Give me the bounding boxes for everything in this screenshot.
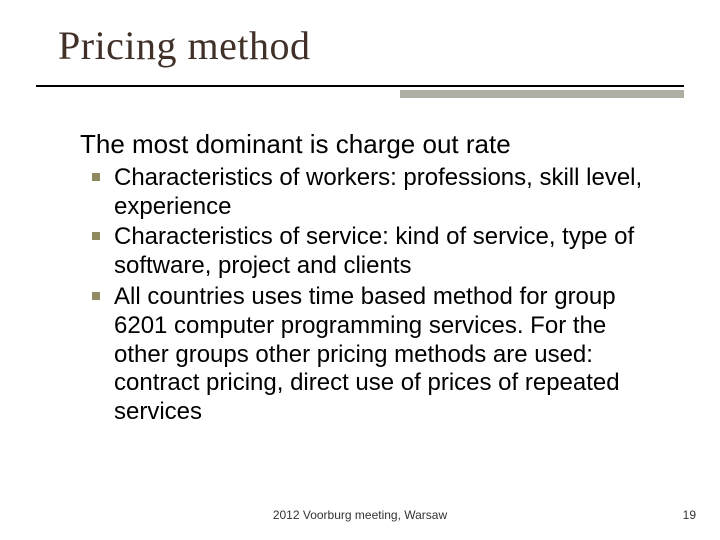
body-area: The most dominant is charge out rate Cha… bbox=[80, 130, 660, 429]
list-item: Characteristics of service: kind of serv… bbox=[80, 223, 660, 281]
slide: Pricing method The most dominant is char… bbox=[0, 0, 720, 540]
page-number: 19 bbox=[683, 508, 696, 522]
footer-text: 2012 Voorburg meeting, Warsaw bbox=[0, 508, 720, 522]
title-underline bbox=[36, 85, 684, 87]
slide-title: Pricing method bbox=[58, 22, 311, 69]
list-item: Characteristics of workers: professions,… bbox=[80, 164, 660, 222]
bullet-marker-icon bbox=[92, 173, 100, 181]
bullet-text: Characteristics of service: kind of serv… bbox=[114, 223, 634, 279]
bullet-marker-icon bbox=[92, 232, 100, 240]
bullet-text: All countries uses time based method for… bbox=[114, 283, 620, 425]
bullet-marker-icon bbox=[92, 292, 100, 300]
lead-text: The most dominant is charge out rate bbox=[80, 130, 660, 160]
bullet-text: Characteristics of workers: professions,… bbox=[114, 164, 642, 220]
list-item: All countries uses time based method for… bbox=[80, 283, 660, 427]
bullet-list: Characteristics of workers: professions,… bbox=[80, 164, 660, 427]
title-accent-bar bbox=[400, 90, 684, 98]
